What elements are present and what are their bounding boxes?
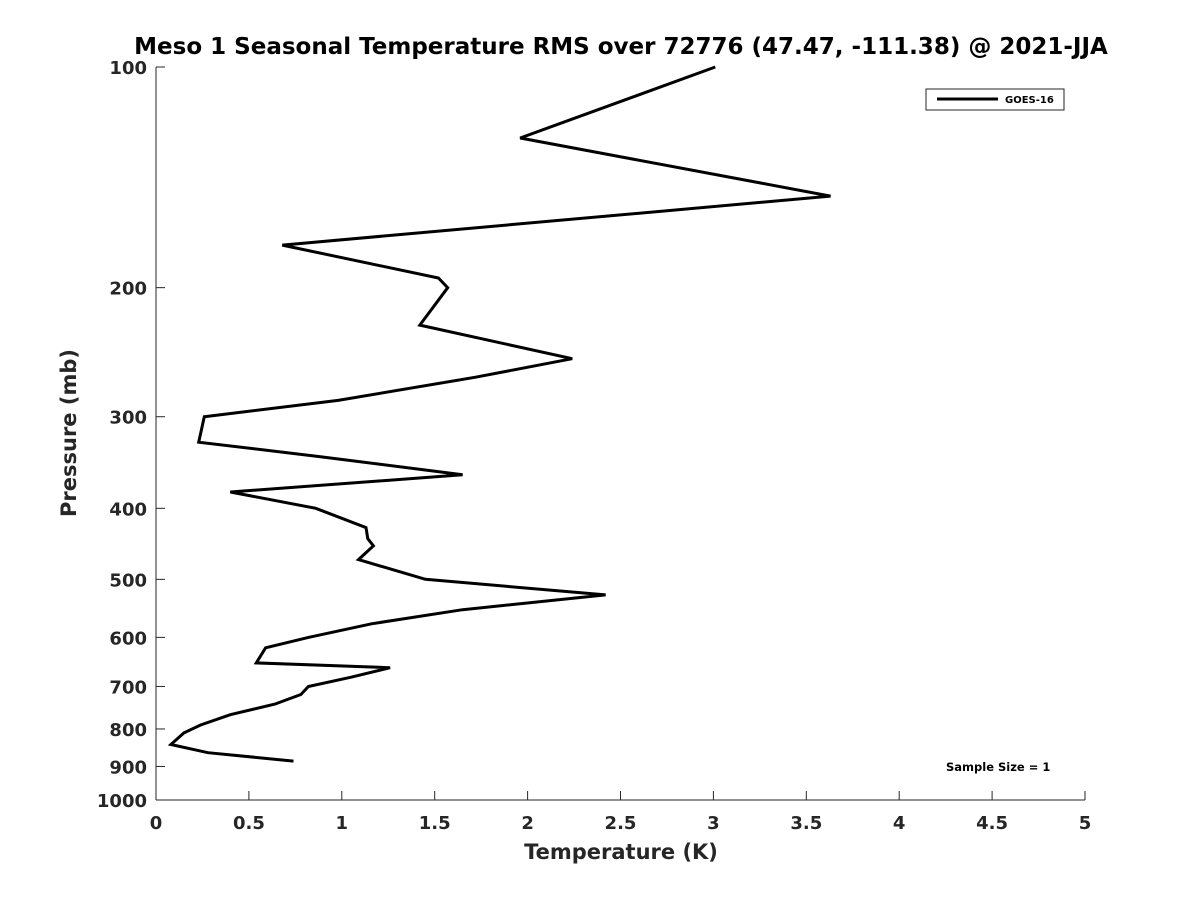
y-tick-label: 300: [109, 408, 147, 429]
x-tick-label: 4: [893, 813, 906, 834]
ticks-layer: 0 0.5 1 1.5 2 2.5 3 3.5 4 4.5 5 100 200 300 400 500 600 7…: [97, 58, 1091, 834]
x-tick-label: 5: [1079, 813, 1092, 834]
y-tick-label: 500: [109, 570, 147, 591]
sample-size-annotation: Sample Size = 1: [946, 760, 1050, 774]
x-tick-label: 0.5: [233, 813, 265, 834]
x-tick-label: 4.5: [976, 813, 1008, 834]
plot-area: [156, 67, 1085, 800]
y-tick-label: 600: [109, 628, 147, 649]
y-tick-label: 800: [109, 720, 147, 741]
legend: GOES-16: [925, 88, 1065, 111]
chart-title: Meso 1 Seasonal Temperature RMS over 727…: [134, 34, 1108, 60]
y-tick-label: 900: [109, 757, 147, 778]
x-tick-label: 1.5: [419, 813, 451, 834]
legend-entry-goes-16: GOES-16: [1005, 95, 1054, 106]
x-axis-label: Temperature (K): [524, 840, 718, 864]
x-tick-label: 2.5: [605, 813, 637, 834]
y-tick-label: 100: [109, 58, 147, 79]
x-tick-label: 2: [521, 813, 534, 834]
y-tick-label: 700: [109, 677, 147, 698]
x-tick-label: 1: [336, 813, 349, 834]
series-line-goes-16: [167, 65, 831, 763]
y-tick-label: 400: [109, 499, 147, 520]
y-axis-label: Pressure (mb): [57, 349, 81, 517]
series-layer: [167, 65, 831, 763]
y-tick-label: 200: [109, 279, 147, 300]
x-tick-label: 3.5: [790, 813, 822, 834]
x-tick-label: 3: [707, 813, 720, 834]
x-tick-label: 0: [150, 813, 163, 834]
y-tick-label: 1000: [97, 791, 147, 812]
